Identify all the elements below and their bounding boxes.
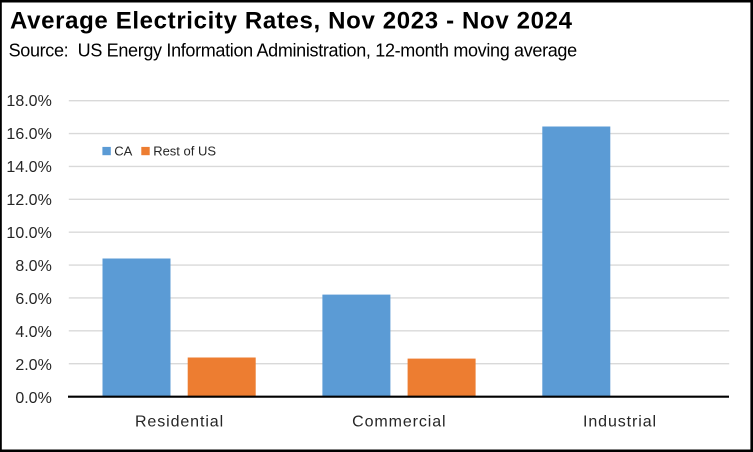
svg-text:14.0%: 14.0% [6,159,51,176]
svg-text:Source: US Energy Information: Source: US Energy Information Administra… [9,41,578,61]
svg-text:18.0%: 18.0% [6,93,51,110]
svg-text:2.0%: 2.0% [15,357,51,374]
svg-text:0.0%: 0.0% [15,390,51,407]
svg-text:16.0%: 16.0% [6,126,51,143]
svg-text:10.0%: 10.0% [6,225,51,242]
svg-text:8.0%: 8.0% [15,258,51,275]
svg-text:CA: CA [114,144,132,159]
svg-text:Residential: Residential [135,414,224,431]
svg-text:12.0%: 12.0% [6,192,51,209]
svg-text:Rest of US: Rest of US [153,144,216,159]
svg-text:Industrial: Industrial [583,414,657,431]
svg-text:Commercial: Commercial [352,414,446,431]
svg-text:6.0%: 6.0% [15,291,51,308]
svg-text:Average Electricity Rates, Nov: Average Electricity Rates, Nov 2023 - No… [10,8,573,35]
svg-text:4.0%: 4.0% [15,324,51,341]
